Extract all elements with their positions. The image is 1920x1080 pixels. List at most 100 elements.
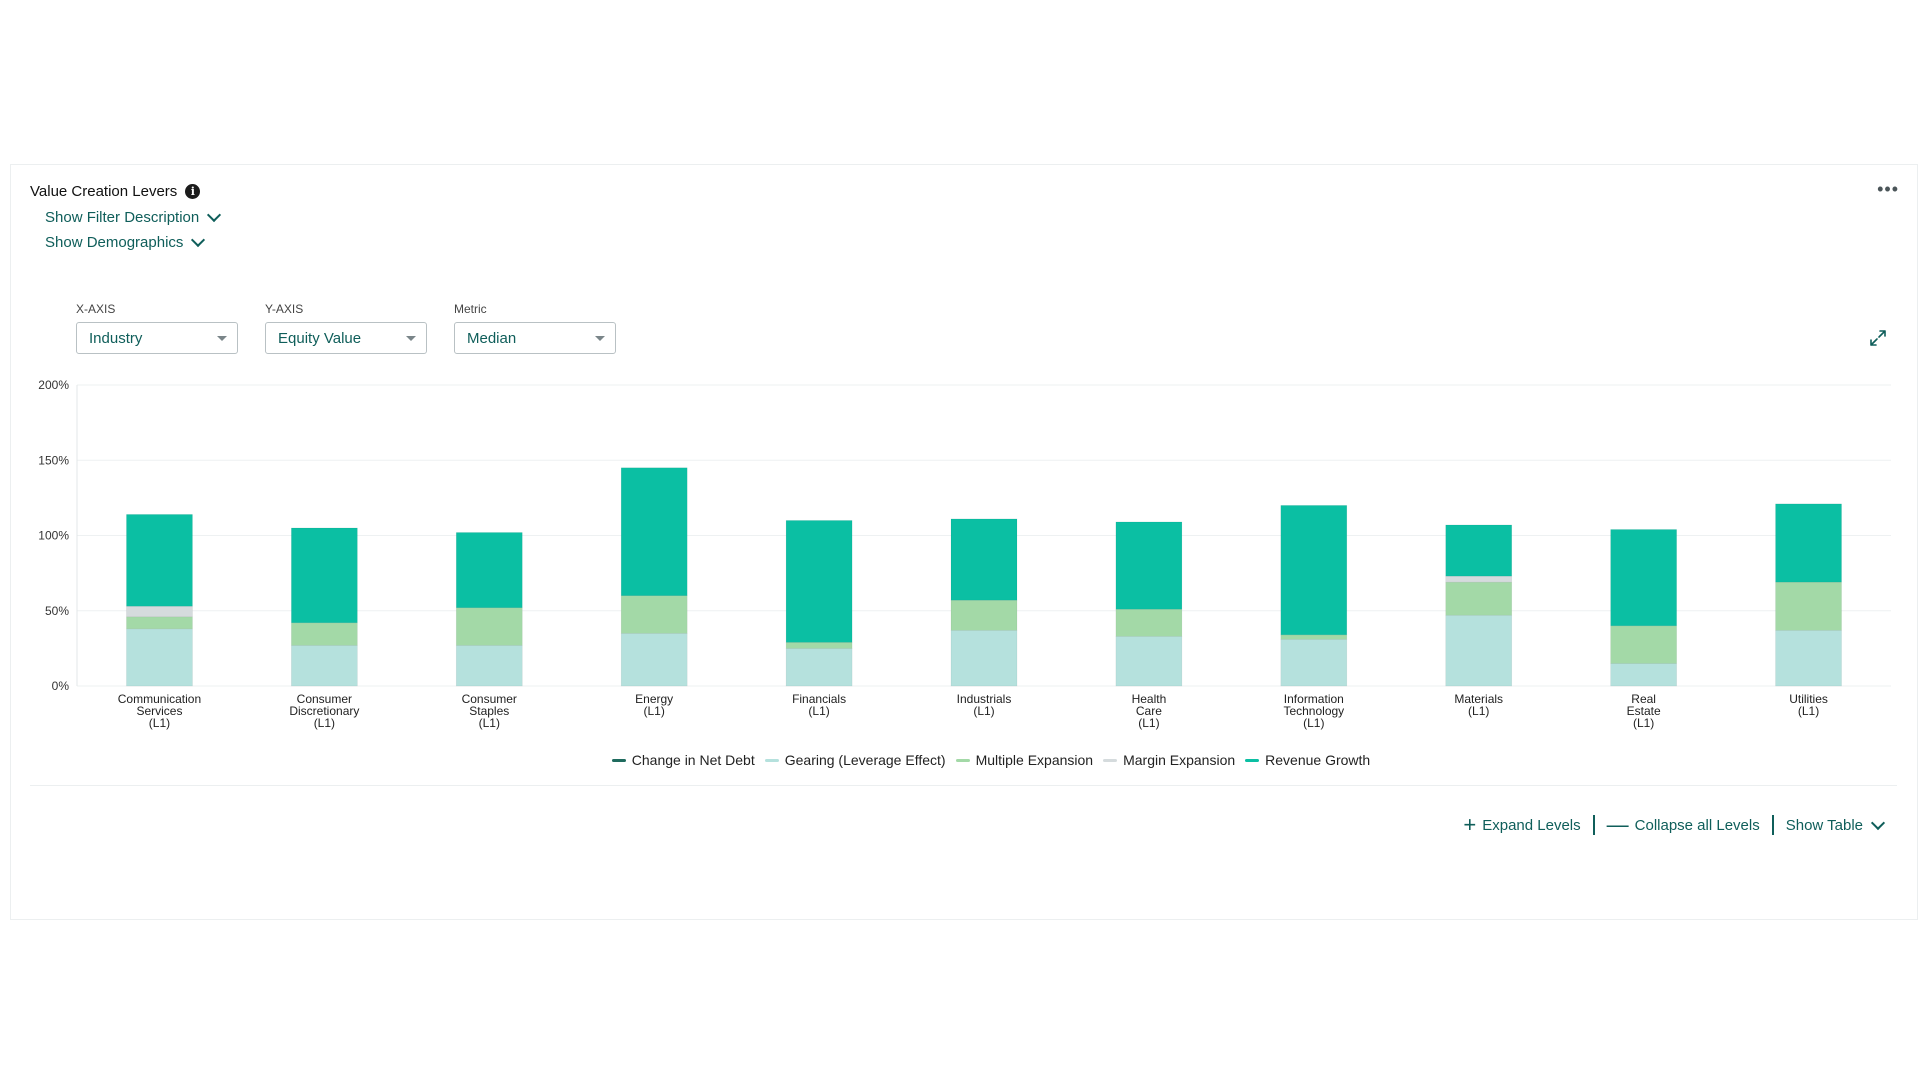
bar-segment [291, 527, 358, 624]
bar-segment [126, 514, 193, 607]
chevron-down-icon [207, 207, 222, 223]
legend-swatch [611, 758, 626, 762]
bar-segment [1445, 581, 1513, 616]
plus-icon: + [1463, 812, 1477, 837]
x-tick-label-line: (L1) [644, 704, 665, 718]
separator [1771, 815, 1774, 835]
x-axis-select[interactable]: Industry [76, 322, 238, 354]
x-tick-label: Utilities (L1) [1789, 692, 1828, 718]
card-header: Value Creation Levers i [30, 183, 201, 200]
x-tick-label-line: Technology [1283, 704, 1344, 718]
bar-segment [1115, 521, 1183, 610]
x-tick-label-line: Discretionary [289, 704, 359, 718]
x-tick-label-line: Information [1284, 692, 1344, 706]
x-tick-label-line: Health [1132, 692, 1167, 706]
value-creation-card: Value Creation Levers i ••• Show Filter … [10, 164, 1918, 920]
legend-item[interactable]: Margin Expansion [1103, 752, 1235, 768]
bar-segment [950, 630, 1018, 687]
x-tick-label-line: Estate [1627, 704, 1661, 718]
bar-segment [785, 642, 853, 649]
x-tick-label: Information Technology (L1) [1283, 692, 1344, 730]
more-horizontal-icon[interactable]: ••• [1877, 179, 1899, 199]
y-axis-value: Equity Value [278, 329, 362, 347]
metric-select[interactable]: Median [454, 322, 616, 354]
x-tick-label: Consumer Discretionary (L1) [289, 692, 359, 730]
legend-swatch [764, 758, 779, 762]
x-tick-label-line: (L1) [149, 716, 170, 730]
bar-segment [1610, 529, 1677, 627]
y-axis-label: Y-AXIS [265, 302, 304, 316]
legend-label: Multiple Expansion [975, 752, 1094, 768]
x-tick-label-line: Staples [469, 704, 509, 718]
x-tick-label-line: (L1) [1468, 704, 1489, 718]
show-table-button[interactable]: Show Table [1786, 815, 1886, 834]
x-tick-label: Health Care (L1) [1132, 692, 1167, 730]
x-tick-label: Consumer Staples (L1) [462, 692, 517, 730]
x-tick-label-line: Consumer [297, 692, 352, 706]
bar-segment [126, 628, 193, 687]
legend-label: Gearing (Leverage Effect) [784, 752, 946, 768]
bar-segment [785, 520, 853, 643]
x-tick-label: Energy (L1) [635, 692, 673, 718]
legend-label: Change in Net Debt [631, 752, 755, 768]
chevron-down-icon [191, 232, 206, 248]
legend-item[interactable]: Gearing (Leverage Effect) [764, 752, 946, 768]
bar-segment [291, 645, 358, 687]
divider [30, 785, 1897, 786]
bar-segment [455, 645, 523, 687]
bar-segment [1610, 625, 1677, 664]
bar-segment [291, 622, 358, 646]
x-tick-label-line: (L1) [1633, 716, 1654, 730]
show-demographics-label: Show Demographics [45, 234, 184, 251]
x-axis-value: Industry [89, 329, 143, 347]
x-tick-label-line: Services [136, 704, 182, 718]
x-tick-label-line: Financials [792, 692, 846, 706]
x-tick-label-line: (L1) [1138, 716, 1159, 730]
y-tick-label: 0% [52, 679, 70, 693]
x-tick-label-line: (L1) [1303, 716, 1324, 730]
caret-down-icon [406, 336, 416, 341]
expand-levels-label: Expand Levels [1482, 816, 1581, 834]
show-filter-description-link[interactable]: Show Filter Description [45, 207, 222, 226]
bar-segment [126, 605, 193, 618]
x-tick-label: Communication Services (L1) [118, 692, 201, 730]
card-title: Value Creation Levers [30, 183, 178, 200]
y-axis-select[interactable]: Equity Value [265, 322, 427, 354]
bar-segment [620, 595, 688, 634]
x-tick-label-line: Materials [1454, 692, 1503, 706]
chart-svg: 0%50%100%150%200%Communication Services (L… [38, 378, 1891, 730]
legend-item[interactable]: Change in Net Debt [611, 752, 755, 768]
x-tick-label-line: Utilities [1789, 692, 1828, 706]
expand-levels-button[interactable]: + Expand Levels [1463, 812, 1581, 837]
chevron-down-icon [1870, 815, 1886, 830]
x-tick-label-line: Care [1136, 704, 1162, 718]
caret-down-icon [595, 336, 605, 341]
bar-segment [950, 599, 1018, 631]
bar-segment [455, 532, 523, 609]
bar-segment [1280, 639, 1348, 687]
caret-down-icon [217, 336, 227, 341]
metric-label: Metric [454, 302, 487, 316]
bar-segment [1445, 575, 1513, 583]
x-tick-label-line: Real [1631, 692, 1656, 706]
x-tick-label-line: Consumer [462, 692, 517, 706]
x-tick-label-line: (L1) [1798, 704, 1819, 718]
legend-item[interactable]: Revenue Growth [1245, 752, 1370, 768]
show-filter-description-label: Show Filter Description [45, 209, 200, 226]
fullscreen-expand-icon[interactable] [1869, 329, 1887, 347]
legend-item[interactable]: Multiple Expansion [955, 752, 1094, 768]
collapse-levels-button[interactable]: — Collapse all Levels [1607, 814, 1760, 836]
show-demographics-link[interactable]: Show Demographics [45, 232, 206, 251]
x-tick-label: Financials (L1) [792, 692, 846, 718]
separator [1592, 815, 1595, 835]
bar-segment [1775, 503, 1842, 583]
x-tick-label-line: Communication [118, 692, 201, 706]
y-tick-label: 100% [38, 529, 69, 543]
bar-segment [1775, 630, 1842, 687]
x-tick-label-line: Industrials [957, 692, 1012, 706]
info-icon[interactable]: i [185, 184, 201, 199]
bar-segment [785, 648, 853, 687]
bar-segment [126, 616, 193, 630]
bar-segment [950, 518, 1018, 601]
y-tick-label: 200% [38, 378, 69, 392]
